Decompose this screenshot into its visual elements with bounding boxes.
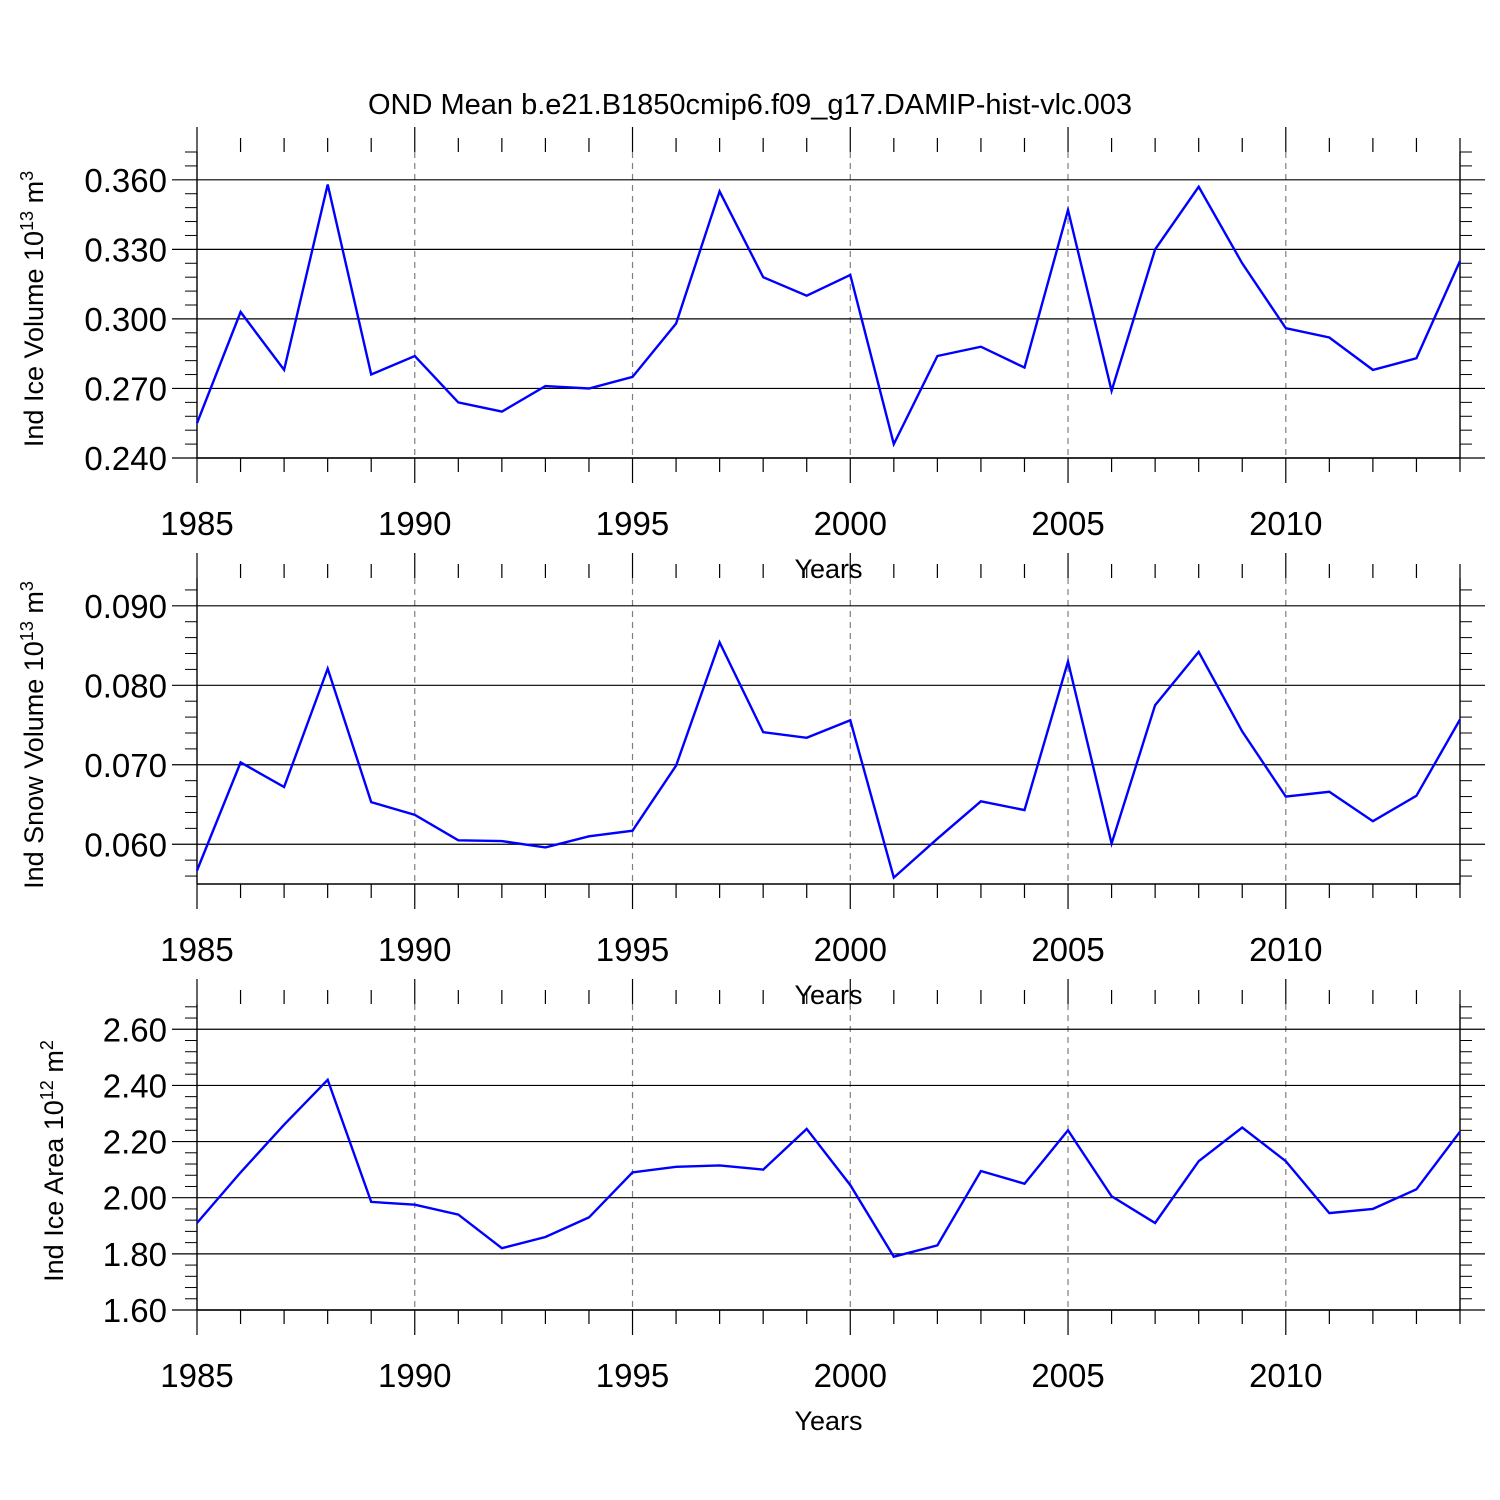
x-tick-label: 1990 bbox=[378, 1357, 451, 1394]
y-axis-label-main: Ind Ice Area 10 bbox=[39, 1100, 69, 1282]
x-tick-label: 2000 bbox=[814, 505, 887, 542]
x-tick-label: 1995 bbox=[596, 505, 669, 542]
y-tick-label: 1.80 bbox=[103, 1236, 167, 1273]
y-axis-label: Ind Ice Area 1012 m2 bbox=[37, 1040, 69, 1282]
x-tick-label: 2005 bbox=[1031, 505, 1104, 542]
series-line-ind-snow-volume bbox=[195, 639, 1462, 880]
x-tick-label: 1995 bbox=[596, 931, 669, 968]
y-tick-label: 0.070 bbox=[84, 747, 167, 784]
y-tick-label: 1.60 bbox=[103, 1292, 167, 1329]
x-tick-label: 2010 bbox=[1249, 931, 1322, 968]
chart-panel-3: 1.60 1.80 2.00 2.20 2.40 2.60 1985 1990 1995 2000… bbox=[37, 979, 1485, 1436]
y-tick-label: 0.090 bbox=[84, 588, 167, 625]
x-tick-label: 2005 bbox=[1031, 1357, 1104, 1394]
y-tick-label: 2.60 bbox=[103, 1011, 167, 1048]
y-axis-label-exponent: 13 bbox=[17, 621, 37, 641]
y-tick-label: 2.00 bbox=[103, 1180, 167, 1217]
y-axis-label-unit-exponent: 3 bbox=[17, 171, 37, 181]
panels: 0.240 0.270 0.300 0.330 0.360 1985 1990 1995 200… bbox=[17, 127, 1485, 1436]
x-tick-label: 2010 bbox=[1249, 505, 1322, 542]
y-axis-label-exponent: 12 bbox=[37, 1080, 57, 1100]
x-tick-label: 2000 bbox=[814, 931, 887, 968]
x-axis-label: Years bbox=[794, 1406, 862, 1436]
y-axis-label: Ind Ice Volume 1013 m3 bbox=[17, 171, 49, 447]
chart-panel-1: 0.240 0.270 0.300 0.330 0.360 1985 1990 1995 200… bbox=[17, 127, 1485, 584]
y-tick-label: 2.20 bbox=[103, 1124, 167, 1161]
x-tick-label: 2005 bbox=[1031, 931, 1104, 968]
y-axis-label-main: Ind Snow Volume 10 bbox=[19, 641, 49, 889]
y-tick-label: 0.360 bbox=[84, 162, 167, 199]
chart-panel-2: 0.060 0.070 0.080 0.090 1985 1990 1995 2000 2005… bbox=[17, 553, 1485, 1010]
y-tick-label: 0.080 bbox=[84, 667, 167, 704]
y-axis-label-unit-exponent: 2 bbox=[37, 1040, 57, 1050]
y-axis-label-unit-exponent: 3 bbox=[17, 581, 37, 591]
y-tick-label: 0.270 bbox=[84, 370, 167, 407]
x-tick-label: 1995 bbox=[596, 1357, 669, 1394]
x-axis-label: Years bbox=[794, 980, 862, 1010]
x-tick-label: 2010 bbox=[1249, 1357, 1322, 1394]
y-axis-label-main: Ind Ice Volume 10 bbox=[19, 231, 49, 447]
figure-title: OND Mean b.e21.B1850cmip6.f09_g17.DAMIP-… bbox=[368, 89, 1132, 121]
series-line-ind-ice-volume bbox=[195, 184, 1462, 448]
y-axis-label-unit: m bbox=[19, 181, 49, 211]
x-tick-label: 1985 bbox=[160, 1357, 233, 1394]
x-tick-label: 1990 bbox=[378, 931, 451, 968]
y-axis-label-unit: m bbox=[39, 1050, 69, 1080]
y-tick-label: 0.060 bbox=[84, 826, 167, 863]
y-axis-label: Ind Snow Volume 1013 m3 bbox=[17, 581, 49, 889]
x-axis-label: Years bbox=[794, 554, 862, 584]
y-tick-label: 0.240 bbox=[84, 440, 167, 477]
y-tick-label: 0.330 bbox=[84, 231, 167, 268]
x-tick-label: 1990 bbox=[378, 505, 451, 542]
x-tick-label: 1985 bbox=[160, 505, 233, 542]
y-tick-label: 2.40 bbox=[103, 1067, 167, 1104]
y-tick-label: 0.300 bbox=[84, 301, 167, 338]
series-line-ind-ice-area bbox=[196, 1077, 1461, 1259]
y-axis-label-unit: m bbox=[19, 591, 49, 621]
x-tick-label: 2000 bbox=[814, 1357, 887, 1394]
x-tick-label: 1985 bbox=[160, 931, 233, 968]
y-axis-label-exponent: 13 bbox=[17, 211, 37, 231]
